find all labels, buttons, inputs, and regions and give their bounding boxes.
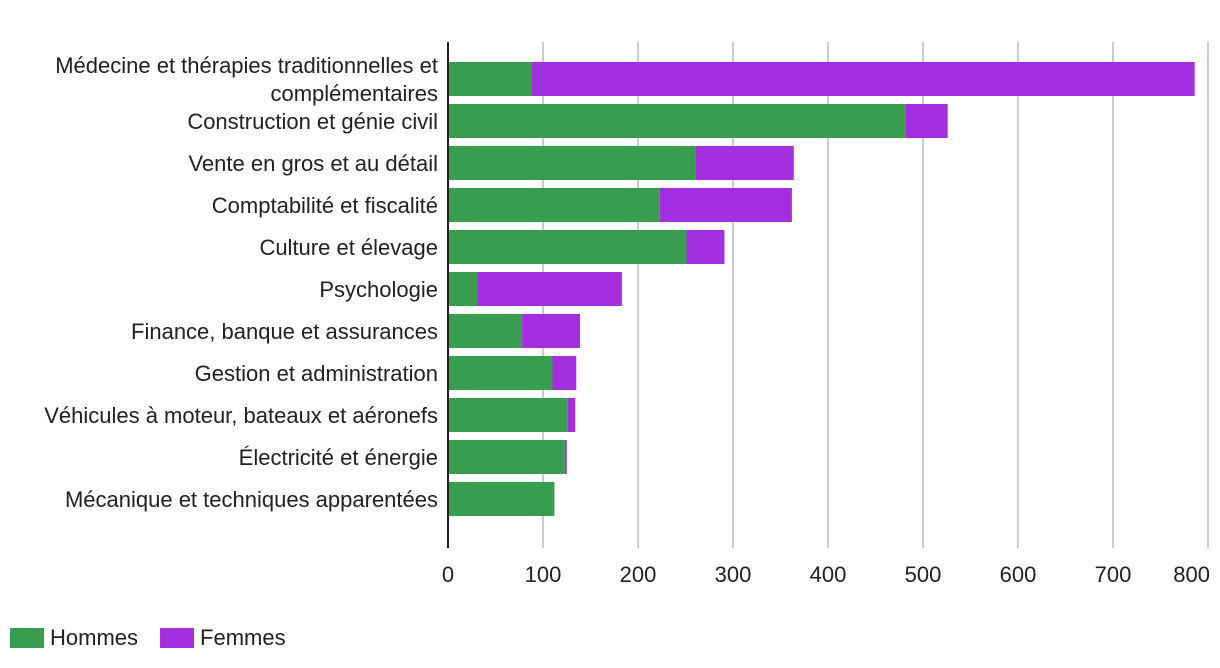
x-tick-label: 700: [1095, 562, 1132, 587]
x-tick-label: 300: [715, 562, 752, 587]
bars: [448, 62, 1195, 516]
bar-femmes-0: [531, 62, 1195, 96]
legend: Hommes Femmes: [10, 625, 286, 650]
category-label: Culture et élevage: [259, 235, 438, 260]
bar-hommes-7: [448, 356, 553, 390]
category-label: Finance, banque et assurances: [131, 319, 438, 344]
bar-femmes-5: [477, 272, 622, 306]
category-labels: Médecine et thérapies traditionnelles et…: [44, 53, 438, 512]
bar-hommes-10: [448, 482, 555, 516]
legend-label-femmes: Femmes: [200, 625, 286, 650]
category-label: Véhicules à moteur, bateaux et aéronefs: [44, 403, 438, 428]
legend-swatch-hommes: [10, 628, 44, 648]
bar-femmes-2: [695, 146, 794, 180]
category-label: Médecine et thérapies traditionnelles et: [55, 53, 438, 78]
bar-femmes-7: [552, 356, 577, 390]
x-tick-label: 200: [620, 562, 657, 587]
category-label: Comptabilité et fiscalité: [212, 193, 438, 218]
x-tick-label: 0: [442, 562, 454, 587]
x-tick-label: 800: [1173, 562, 1210, 587]
category-label: Vente en gros et au détail: [188, 151, 438, 176]
bar-femmes-8: [567, 398, 576, 432]
category-label: Électricité et énergie: [239, 445, 438, 470]
bar-hommes-3: [448, 188, 660, 222]
bar-hommes-6: [448, 314, 523, 348]
bar-hommes-5: [448, 272, 478, 306]
category-label: complémentaires: [270, 81, 438, 106]
category-label: Mécanique et techniques apparentées: [65, 487, 438, 512]
bar-femmes-6: [522, 314, 581, 348]
x-tick-labels: 0 100 200 300 400 500 600 700 800: [442, 562, 1210, 587]
bar-hommes-4: [448, 230, 687, 264]
x-tick-label: 400: [810, 562, 847, 587]
category-label: Construction et génie civil: [187, 109, 438, 134]
x-tick-label: 600: [1000, 562, 1037, 587]
x-tick-label: 100: [525, 562, 562, 587]
bar-femmes-1: [905, 104, 948, 138]
category-label: Gestion et administration: [195, 361, 438, 386]
bar-femmes-9: [564, 440, 567, 474]
bar-femmes-3: [659, 188, 792, 222]
legend-swatch-femmes: [160, 628, 195, 648]
bar-femmes-4: [686, 230, 725, 264]
bar-hommes-1: [448, 104, 906, 138]
bar-hommes-2: [448, 146, 696, 180]
bar-hommes-9: [448, 440, 565, 474]
bar-hommes-8: [448, 398, 568, 432]
legend-label-hommes: Hommes: [50, 625, 138, 650]
bar-hommes-0: [448, 62, 532, 96]
x-tick-label: 500: [905, 562, 942, 587]
category-label: Psychologie: [319, 277, 438, 302]
